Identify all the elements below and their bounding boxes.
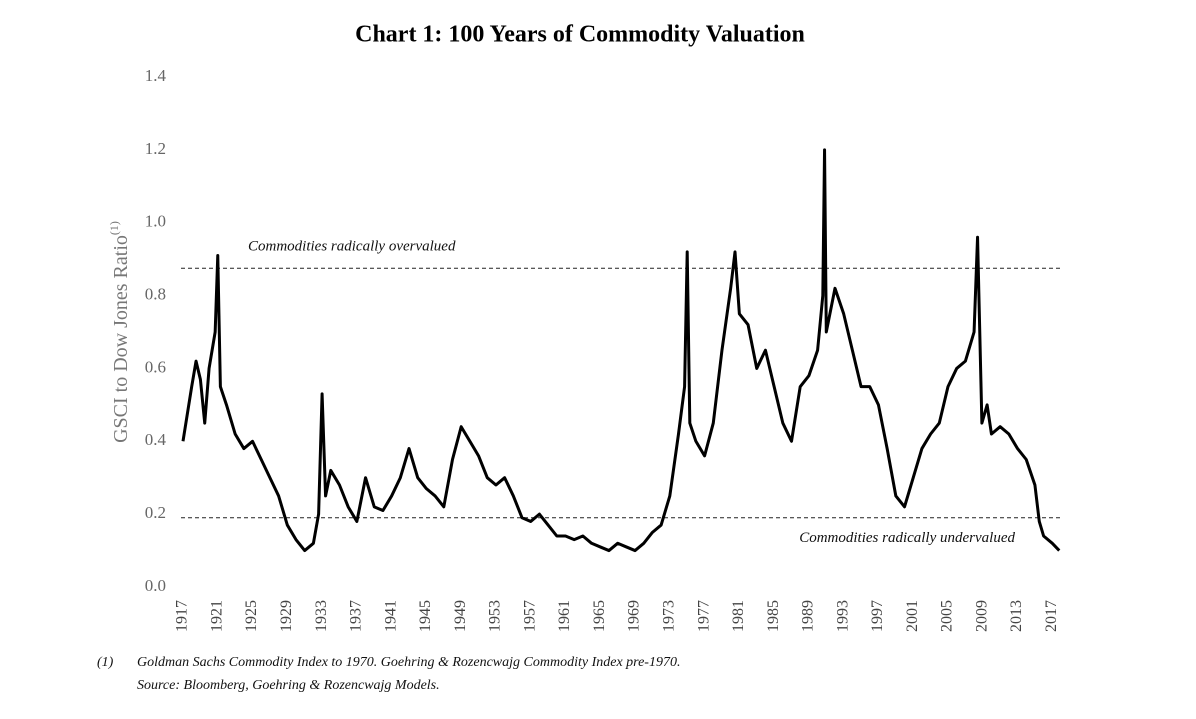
reference-label: Commodities radically overvalued [248,239,456,255]
x-tick-label: 2009 [973,600,990,632]
x-tick-label: 1993 [834,600,851,632]
x-tick-label: 1925 [243,600,260,632]
x-tick-label: 1977 [695,600,712,632]
y-label-text: GSCI to Dow Jones Ratio [110,235,132,443]
x-tick-label: 1969 [626,600,643,632]
x-tick-label: 2001 [904,600,921,632]
y-tick-label: 0.8 [145,284,166,303]
y-axis-label: GSCI to Dow Jones Ratio(1) [107,221,132,443]
x-tick-label: 2013 [1008,600,1025,632]
y-tick-label: 0.0 [145,576,166,595]
x-tick-label: 1921 [208,600,225,632]
x-tick-label: 1941 [382,600,399,632]
x-tick-label: 1965 [591,600,608,632]
x-tick-label: 1933 [313,600,330,632]
x-tick-label: 1997 [869,600,886,632]
x-tick-label: 1929 [278,600,295,632]
y-tick-label: 0.2 [145,503,166,522]
x-tick-label: 1937 [348,600,365,632]
y-label-note: (1) [107,221,121,235]
x-tick-label: 2005 [939,600,956,632]
chart-title: Chart 1: 100 Years of Commodity Valuatio… [355,22,805,48]
y-tick-label: 1.4 [145,66,167,85]
y-tick-label: 0.4 [145,430,167,449]
y-tick-label: 1.0 [145,212,166,231]
y-tick-label: 0.6 [145,357,166,376]
x-tick-label: 1985 [765,600,782,632]
x-tick-label: 1973 [660,600,677,632]
x-tick-label: 1961 [556,600,573,632]
x-tick-label: 1949 [452,600,469,632]
x-tick-label: 2017 [1043,600,1060,632]
footnote-marker: (1) [97,655,114,670]
x-tick-label: 1981 [730,600,747,632]
x-tick-label: 1989 [800,600,817,632]
data-line [181,148,1061,553]
reference-label: Commodities radically undervalued [799,530,1015,546]
x-tick-label: 1917 [174,600,191,632]
footnote-line: Source: Bloomberg, Goehring & Rozencwajg… [137,678,440,693]
footnote-line: Goldman Sachs Commodity Index to 1970. G… [137,655,680,670]
x-tick-label: 1957 [521,600,538,632]
x-tick-label: 1953 [487,600,504,632]
x-tick-label: 1945 [417,600,434,632]
y-tick-label: 1.2 [145,139,166,158]
